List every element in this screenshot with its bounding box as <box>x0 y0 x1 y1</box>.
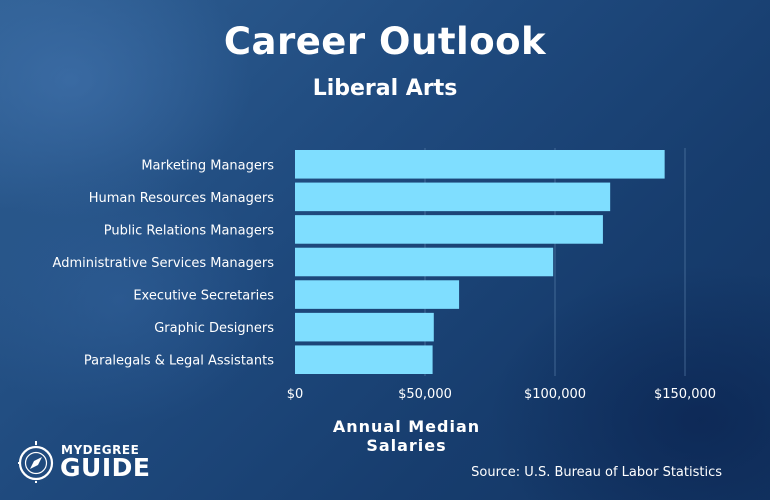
bar <box>295 280 460 309</box>
bar <box>295 150 665 179</box>
x-tick-label: $50,000 <box>398 387 452 402</box>
bar <box>295 247 554 277</box>
bar <box>295 215 603 244</box>
category-label: Executive Secretaries <box>133 289 274 304</box>
x-tick-label: $0 <box>287 387 304 402</box>
logo-text-top: MYDEGREE <box>61 443 140 457</box>
bar <box>295 345 433 374</box>
category-label: Human Resources Managers <box>89 191 275 206</box>
x-tick-label: $150,000 <box>654 387 716 402</box>
category-label: Public Relations Managers <box>104 223 274 238</box>
mydegree-guide-logo: MYDEGREE GUIDE <box>18 439 151 485</box>
source-note: Source: U.S. Bureau of Labor Statistics <box>471 465 722 480</box>
x-axis-label: Annual Median Salaries <box>332 417 481 455</box>
bar <box>295 312 434 342</box>
compass-icon <box>18 441 54 483</box>
chart-subtitle: Liberal Arts <box>312 76 458 101</box>
category-label: Marketing Managers <box>141 158 274 173</box>
logo-text-bottom: GUIDE <box>60 453 151 482</box>
category-label: Administrative Services Managers <box>53 256 275 271</box>
chart-title: Career Outlook <box>223 20 547 63</box>
category-label: Paralegals & Legal Assistants <box>84 354 274 369</box>
x-tick-label: $100,000 <box>524 387 586 402</box>
category-label: Graphic Designers <box>154 321 274 336</box>
bar <box>295 182 611 212</box>
